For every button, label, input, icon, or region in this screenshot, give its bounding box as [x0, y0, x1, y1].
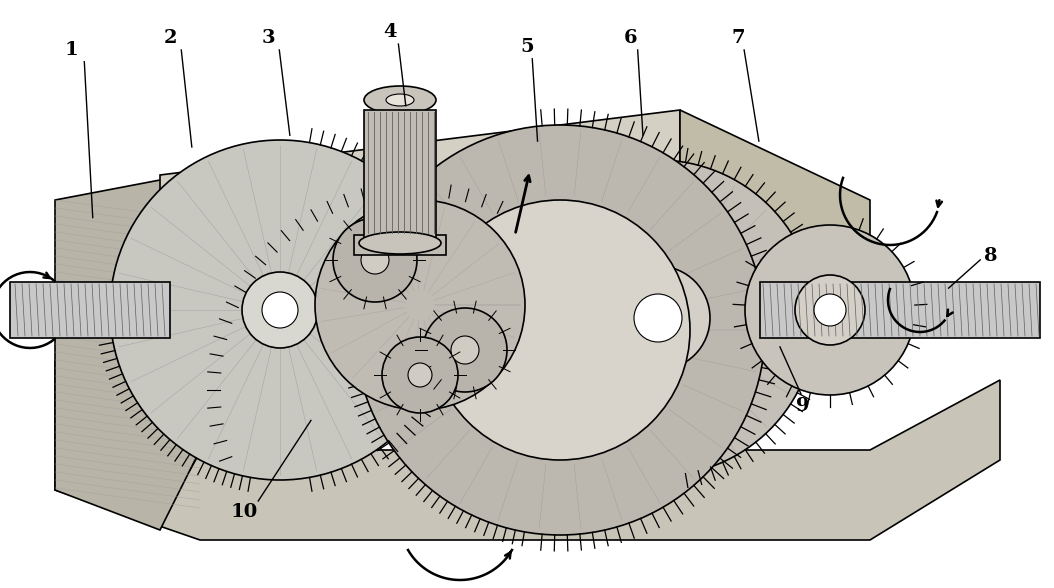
- Circle shape: [262, 292, 298, 328]
- Circle shape: [500, 160, 816, 476]
- Text: 6: 6: [624, 29, 637, 47]
- Circle shape: [795, 275, 865, 345]
- Circle shape: [315, 200, 525, 410]
- Circle shape: [814, 294, 846, 326]
- Circle shape: [635, 294, 682, 342]
- Circle shape: [382, 337, 458, 413]
- Text: 10: 10: [231, 503, 258, 520]
- Circle shape: [242, 272, 318, 348]
- Text: 1: 1: [64, 41, 79, 59]
- Circle shape: [451, 336, 479, 364]
- Circle shape: [333, 218, 417, 302]
- Polygon shape: [680, 110, 870, 280]
- Circle shape: [430, 200, 690, 460]
- Circle shape: [110, 140, 450, 480]
- FancyBboxPatch shape: [364, 110, 436, 245]
- Polygon shape: [9, 282, 170, 338]
- Ellipse shape: [359, 232, 441, 254]
- Text: 3: 3: [262, 29, 275, 47]
- Polygon shape: [160, 110, 680, 280]
- Text: 9: 9: [797, 397, 809, 415]
- Polygon shape: [760, 282, 1040, 338]
- Circle shape: [355, 125, 765, 535]
- Text: 8: 8: [984, 247, 997, 265]
- Circle shape: [745, 225, 915, 395]
- Circle shape: [362, 246, 389, 274]
- Polygon shape: [55, 360, 1000, 540]
- Circle shape: [408, 363, 432, 387]
- Text: 5: 5: [521, 38, 533, 56]
- Ellipse shape: [364, 86, 436, 114]
- Text: 2: 2: [164, 29, 177, 47]
- Ellipse shape: [386, 94, 414, 106]
- FancyBboxPatch shape: [354, 235, 446, 255]
- Circle shape: [423, 308, 507, 392]
- Polygon shape: [55, 180, 200, 530]
- Text: 7: 7: [731, 29, 744, 47]
- Circle shape: [606, 266, 710, 370]
- Text: 4: 4: [384, 24, 396, 41]
